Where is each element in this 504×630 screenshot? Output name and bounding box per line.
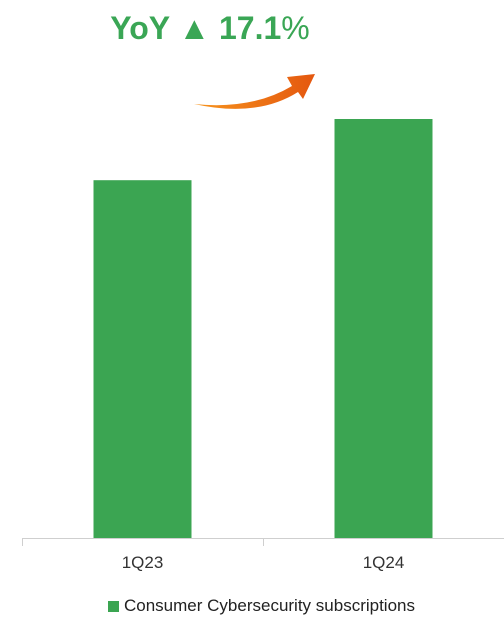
- tick-label-1Q23: 1Q23: [122, 553, 164, 572]
- legend: Consumer Cybersecurity subscriptions: [108, 596, 415, 616]
- x-axis: [22, 538, 504, 546]
- percent-sign: %: [281, 10, 310, 46]
- yoy-annotation: YoY ▲ 17.1%: [0, 10, 420, 46]
- yoy-value: 17.1: [219, 10, 282, 46]
- curved-arrow-icon: [194, 74, 315, 109]
- legend-label: Consumer Cybersecurity subscriptions: [124, 596, 415, 615]
- tick-label-1Q24: 1Q24: [363, 553, 405, 572]
- yoy-label: YoY: [110, 10, 170, 46]
- bar-1Q24: [334, 119, 433, 538]
- bar-1Q23: [93, 180, 192, 538]
- bars-layer: [93, 119, 433, 538]
- legend-swatch: [108, 600, 119, 612]
- triangle-up-icon: ▲: [178, 10, 211, 46]
- x-tick-labels: 1Q23 1Q24: [122, 553, 405, 572]
